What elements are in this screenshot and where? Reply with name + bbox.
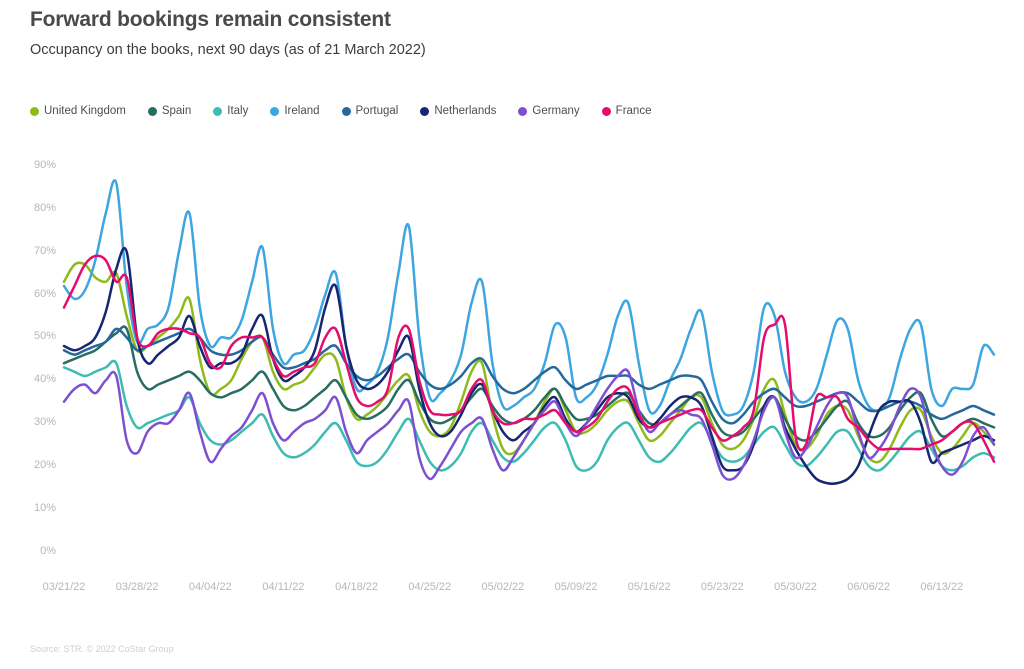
legend-item-germany: Germany bbox=[518, 105, 580, 117]
y-axis-tick-label: 50% bbox=[33, 330, 56, 343]
y-axis-tick-label: 40% bbox=[33, 373, 56, 386]
series-line-italy bbox=[62, 359, 996, 472]
page-subtitle: Occupancy on the books, next 90 days (as… bbox=[30, 42, 426, 58]
legend-item-netherlands: Netherlands bbox=[420, 105, 496, 117]
legend-item-label: Spain bbox=[161, 105, 192, 117]
legend-dot-icon bbox=[341, 106, 351, 116]
x-axis-tick-label: 03/28/22 bbox=[115, 581, 159, 593]
y-axis-tick-label: 80% bbox=[33, 201, 56, 214]
x-axis-tick-label: 05/23/22 bbox=[700, 581, 744, 593]
x-axis-tick-label: 05/02/22 bbox=[481, 581, 525, 593]
x-axis-tick-label: 05/09/22 bbox=[554, 581, 598, 593]
legend-item-label: Italy bbox=[227, 105, 249, 117]
y-axis-tick-label: 20% bbox=[33, 459, 56, 471]
legend-item-label: United Kingdom bbox=[44, 105, 126, 117]
legend-item-united-kingdom: United Kingdom bbox=[30, 105, 126, 117]
legend-item-ireland: Ireland bbox=[270, 105, 320, 117]
legend-item-portugal: Portugal bbox=[341, 105, 399, 117]
x-axis-tick-label: 06/06/22 bbox=[847, 581, 891, 593]
source-note: Source: STR. © 2022 CoStar Group bbox=[30, 644, 174, 654]
x-axis-tick-label: 06/13/22 bbox=[920, 581, 964, 593]
legend-dot-icon bbox=[518, 106, 528, 116]
y-axis-tick-label: 60% bbox=[33, 287, 56, 300]
legend-dot-icon bbox=[213, 106, 223, 116]
legend-dot-icon bbox=[30, 106, 39, 116]
legend-item-label: Germany bbox=[532, 105, 580, 117]
legend-dot-icon bbox=[270, 106, 280, 116]
y-axis-tick-label: 70% bbox=[33, 244, 56, 257]
series-line-spain bbox=[62, 325, 996, 442]
x-axis-tick-label: 04/04/22 bbox=[188, 581, 232, 593]
x-axis-tick-label: 04/25/22 bbox=[408, 581, 452, 593]
series-line-netherlands bbox=[62, 246, 996, 485]
x-axis-tick-label: 04/11/22 bbox=[262, 581, 305, 593]
series-line-germany bbox=[62, 368, 996, 481]
page-title: Forward bookings remain consistent bbox=[30, 8, 391, 31]
y-axis-tick-label: 0% bbox=[40, 544, 56, 557]
legend-item-label: Netherlands bbox=[434, 105, 497, 117]
legend-item-france: France bbox=[601, 105, 652, 117]
x-axis-tick-label: 05/30/22 bbox=[774, 581, 817, 593]
legend-item-label: France bbox=[615, 105, 652, 117]
series-line-ireland bbox=[62, 179, 996, 417]
legend-item-label: Ireland bbox=[284, 105, 320, 117]
x-axis-tick-label: 04/18/22 bbox=[335, 581, 378, 593]
legend: United Kingdom Spain Italy Ireland Portugal N… bbox=[30, 105, 651, 117]
legend-item-spain: Spain bbox=[147, 105, 192, 117]
x-axis-tick-label: 03/21/22 bbox=[42, 581, 86, 593]
series-line-france bbox=[62, 254, 996, 463]
y-axis-tick-label: 90% bbox=[33, 159, 56, 172]
legend-dot-icon bbox=[601, 106, 611, 116]
y-axis-tick-label: 10% bbox=[33, 501, 56, 514]
y-axis-tick-label: 30% bbox=[33, 416, 56, 429]
legend-item-label: Portugal bbox=[355, 105, 399, 117]
legend-dot-icon bbox=[420, 106, 430, 116]
legend-item-italy: Italy bbox=[213, 105, 248, 117]
legend-dot-icon bbox=[147, 106, 157, 116]
x-axis-tick-label: 05/16/22 bbox=[627, 581, 671, 593]
